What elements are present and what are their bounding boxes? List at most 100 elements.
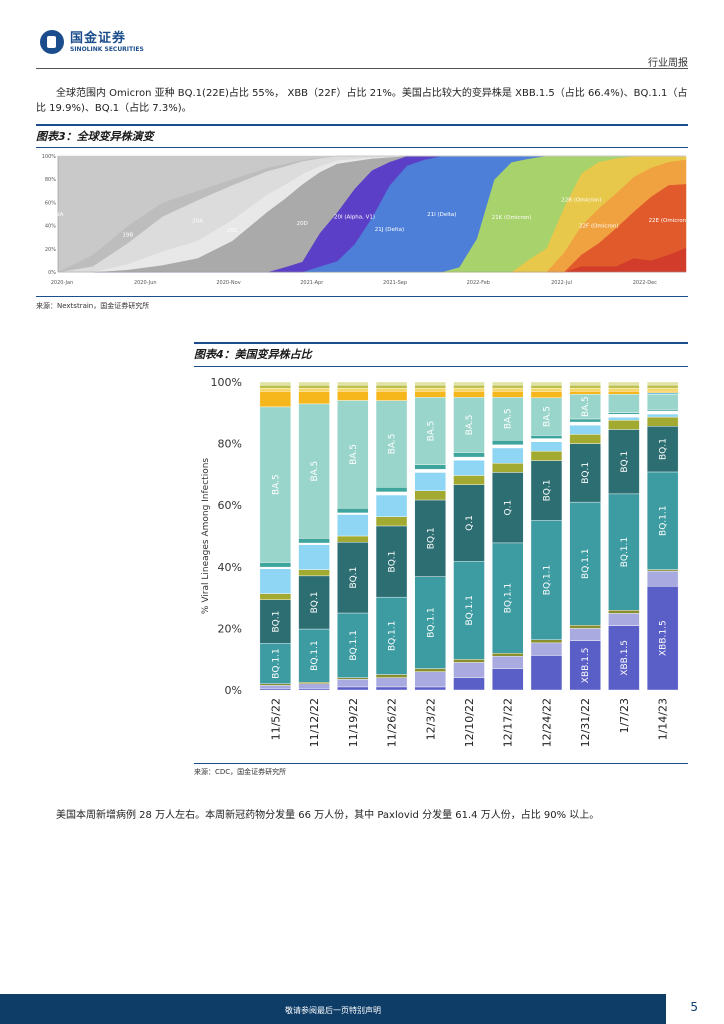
bar-segment [259,384,292,389]
logo-mark-icon [40,30,64,54]
bar-segment [259,406,292,563]
series-label: 22F (Omicron) [579,224,618,230]
bar-segment [453,452,485,458]
bar-segment [492,397,524,441]
figure4-source: 来源：CDC，国金证券研究所 [194,768,287,776]
bar-segment [453,381,485,386]
bar-segment-label: BA.5 [581,396,591,417]
y-tick-label: 100% [211,376,242,389]
bar-segment [530,441,563,452]
bar-segment [259,683,292,686]
bar-segment [453,659,485,663]
paragraph-us-cases: 美国本周新增病例 28 万人左右。本周新冠药物分发量 66 万人份，其中 Pax… [56,810,600,821]
bar-segment [646,393,679,410]
bar-segment [530,438,563,442]
bar-segment [259,643,292,684]
series-label: 19A [53,212,64,218]
bar-segment [530,639,563,644]
bar-segment [608,394,640,413]
footer-disclaimer: 敬请参阅最后一页特别声明 [285,1006,381,1015]
x-tick-label: 2020-Jan [51,280,74,286]
bar-segment [259,562,292,568]
bar-segment [337,541,369,614]
bar-segment [298,544,330,570]
bar-segment [608,417,640,421]
bar-segment-label: Q.1 [504,500,514,516]
series-label: 20D [297,221,308,227]
bar-segment [646,387,679,392]
bar-segment [259,688,292,691]
y-tick-label: 0% [225,684,242,697]
logo: 国金证券 SINOLINK SECURITIES [40,30,144,54]
bar-segment [608,613,640,626]
bar-segment [453,475,485,485]
bar-segment [569,394,601,420]
bar-segment-label: BQ.1.1 [388,621,398,651]
footer-bar [0,994,666,1024]
y-tick-label: 100% [42,154,57,160]
bar-segment-label: BQ.1 [620,451,630,473]
bar-segment [337,679,369,688]
bar-segment [453,387,485,392]
logo-en: SINOLINK SECURITIES [70,45,144,53]
bar-segment [646,471,679,570]
bar-segment [414,381,446,386]
bar-segment [646,381,679,386]
figure3-rule-top [36,124,688,126]
x-tick-label: 12/3/22 [424,698,437,740]
bar-segment [453,384,485,389]
y-tick-label: 20% [45,247,56,253]
figure4-title: 图表4：美国变异株占比 [194,348,312,361]
bar-segment [453,456,485,461]
bar-segment [337,381,369,386]
bar-segment [608,384,640,389]
bar-segment [608,610,640,614]
bar-segment [375,487,408,493]
bar-segment [298,381,330,386]
bar-segment-label: XBB.1.5 [620,640,630,676]
bar-segment [337,535,369,543]
paragraph-variants-global: 全球范围内 Omicron 亚种 BQ.1(22E)占比 55%， XBB（22… [36,88,688,114]
bar-segment [646,570,679,587]
bar-segment [414,499,446,577]
bar-segment [492,440,524,446]
series-label: 20A [192,218,203,224]
bar-segment [492,390,524,398]
bar-segment [259,388,292,392]
x-tick-label: 12/10/22 [463,698,476,747]
bar-segment [375,677,408,688]
y-tick-label: 40% [45,224,56,230]
y-axis-label: % Viral Lineages Among Infections [201,458,211,614]
bar-segment [298,391,330,405]
bar-segment [492,384,524,389]
bar-segment [337,686,369,691]
bar-segment [569,381,601,386]
bar-segment [298,388,330,392]
bar-segment [298,628,330,683]
bar-segment [337,387,369,392]
figure3-area-chart: 0% 20% 40% 60% 80% 100% 2020-Jan 2020-Jun 2020-N… [42,154,688,286]
bar-segment [414,490,446,501]
bar-segment-label: BQ.1 [659,438,669,460]
bar-segment [298,384,330,389]
bar-segment [646,390,679,393]
bar-segment [298,538,330,544]
bar-segment [337,612,369,678]
bar-segment [453,677,485,691]
bar-segment [569,424,601,435]
y-tick-label: 60% [218,499,242,512]
report-type: 行业周报 [648,58,688,69]
x-tick-label: 2022-Dec [633,280,657,286]
bar-segment [646,410,679,415]
area-series-19a [57,155,686,273]
bar-segment [414,384,446,389]
bar-segment [608,381,640,386]
bar-segment [414,464,446,470]
bar-segment [298,683,330,689]
y-tick-label: 80% [218,438,242,451]
bar-segment [530,391,563,398]
bar-segment [259,685,292,689]
bar-segment [375,491,408,496]
bar-segment [569,443,601,503]
bar-segment-label: BQ.1.1 [465,595,475,625]
